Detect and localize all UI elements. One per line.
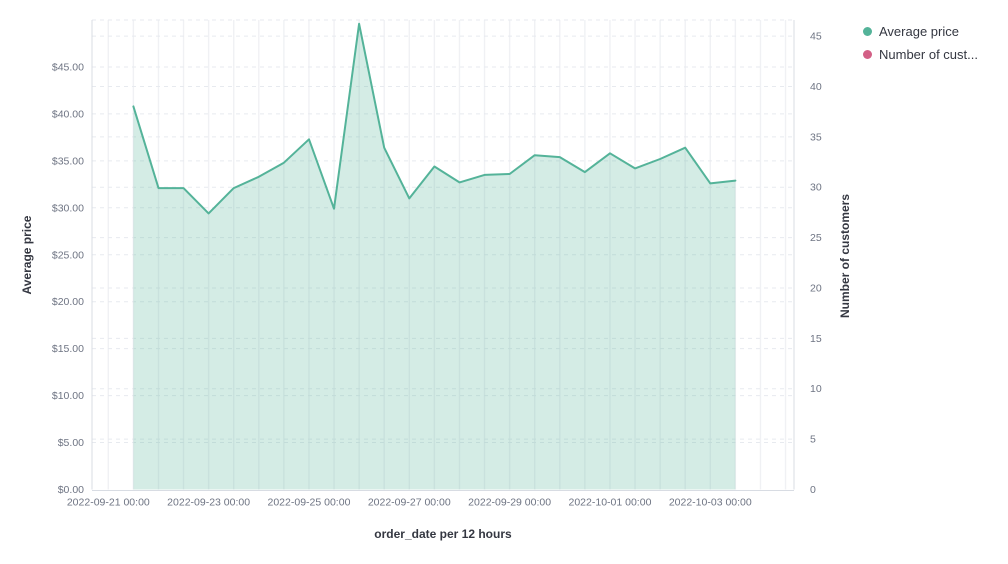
axis-lines	[91, 20, 795, 491]
y-right-tick-label: 45	[810, 31, 822, 43]
average-price-area[interactable]	[133, 23, 736, 490]
right-axis-title: Number of customers	[838, 194, 852, 318]
y-left-tick-label: $15.00	[52, 343, 84, 355]
y-left-tick-label: $45.00	[52, 61, 84, 73]
y-right-tick-label: 30	[810, 182, 822, 194]
y-left-tick-label: $35.00	[52, 155, 84, 167]
average-price-series[interactable]	[132, 22, 737, 490]
x-tick-label: 2022-09-29 00:00	[468, 497, 551, 509]
left-axis-tick-labels: $0.00 $5.00 $10.00 $15.00 $20.00 $25.00 $30.00…	[52, 61, 84, 496]
y-left-tick-label: $5.00	[58, 437, 84, 449]
x-axis-tick-labels: 2022-09-21 00:00 2022-09-23 00:00 2022-09-…	[67, 497, 752, 509]
y-right-tick-label: 10	[810, 383, 822, 395]
y-left-tick-label: $40.00	[52, 108, 84, 120]
number-of-customers-legend-dot-icon	[863, 49, 872, 59]
y-right-tick-label: 35	[810, 131, 822, 143]
y-left-tick-label: $25.00	[52, 249, 84, 261]
y-left-tick-label: $10.00	[52, 390, 84, 402]
right-axis-tick-labels: 0 5 10 15 20 25 30 35 40 45	[810, 31, 822, 496]
left-axis-title: Average price	[20, 215, 34, 294]
legend-label: Average price	[879, 23, 959, 39]
x-tick-label: 2022-09-21 00:00	[67, 497, 150, 509]
legend-item-average-price[interactable]: Average price	[863, 22, 978, 40]
y-right-tick-label: 25	[810, 232, 822, 244]
y-right-tick-label: 15	[810, 333, 822, 345]
y-right-tick-label: 40	[810, 81, 822, 93]
average-price-line[interactable]	[132, 22, 737, 215]
x-tick-label: 2022-09-25 00:00	[268, 497, 351, 509]
x-tick-label: 2022-10-03 00:00	[669, 497, 752, 509]
legend-label: Number of cust...	[879, 46, 978, 62]
y-right-tick-label: 5	[810, 434, 816, 446]
x-axis-title: order_date per 12 hours	[374, 527, 512, 541]
legend-item-number-of-customers[interactable]: Number of cust...	[863, 45, 978, 63]
y-right-tick-label: 0	[810, 484, 816, 496]
x-tick-label: 2022-10-01 00:00	[569, 497, 652, 509]
y-right-tick-label: 20	[810, 282, 822, 294]
y-left-tick-label: $0.00	[58, 484, 84, 496]
y-left-tick-label: $20.00	[52, 296, 84, 308]
horizontal-gridlines	[92, 19, 794, 444]
chart-legend: Average price Number of cust...	[863, 22, 978, 63]
average-price-legend-dot-icon	[863, 26, 872, 36]
x-tick-label: 2022-09-27 00:00	[368, 497, 451, 509]
x-tick-label: 2022-09-23 00:00	[167, 497, 250, 509]
y-left-tick-label: $30.00	[52, 202, 84, 214]
